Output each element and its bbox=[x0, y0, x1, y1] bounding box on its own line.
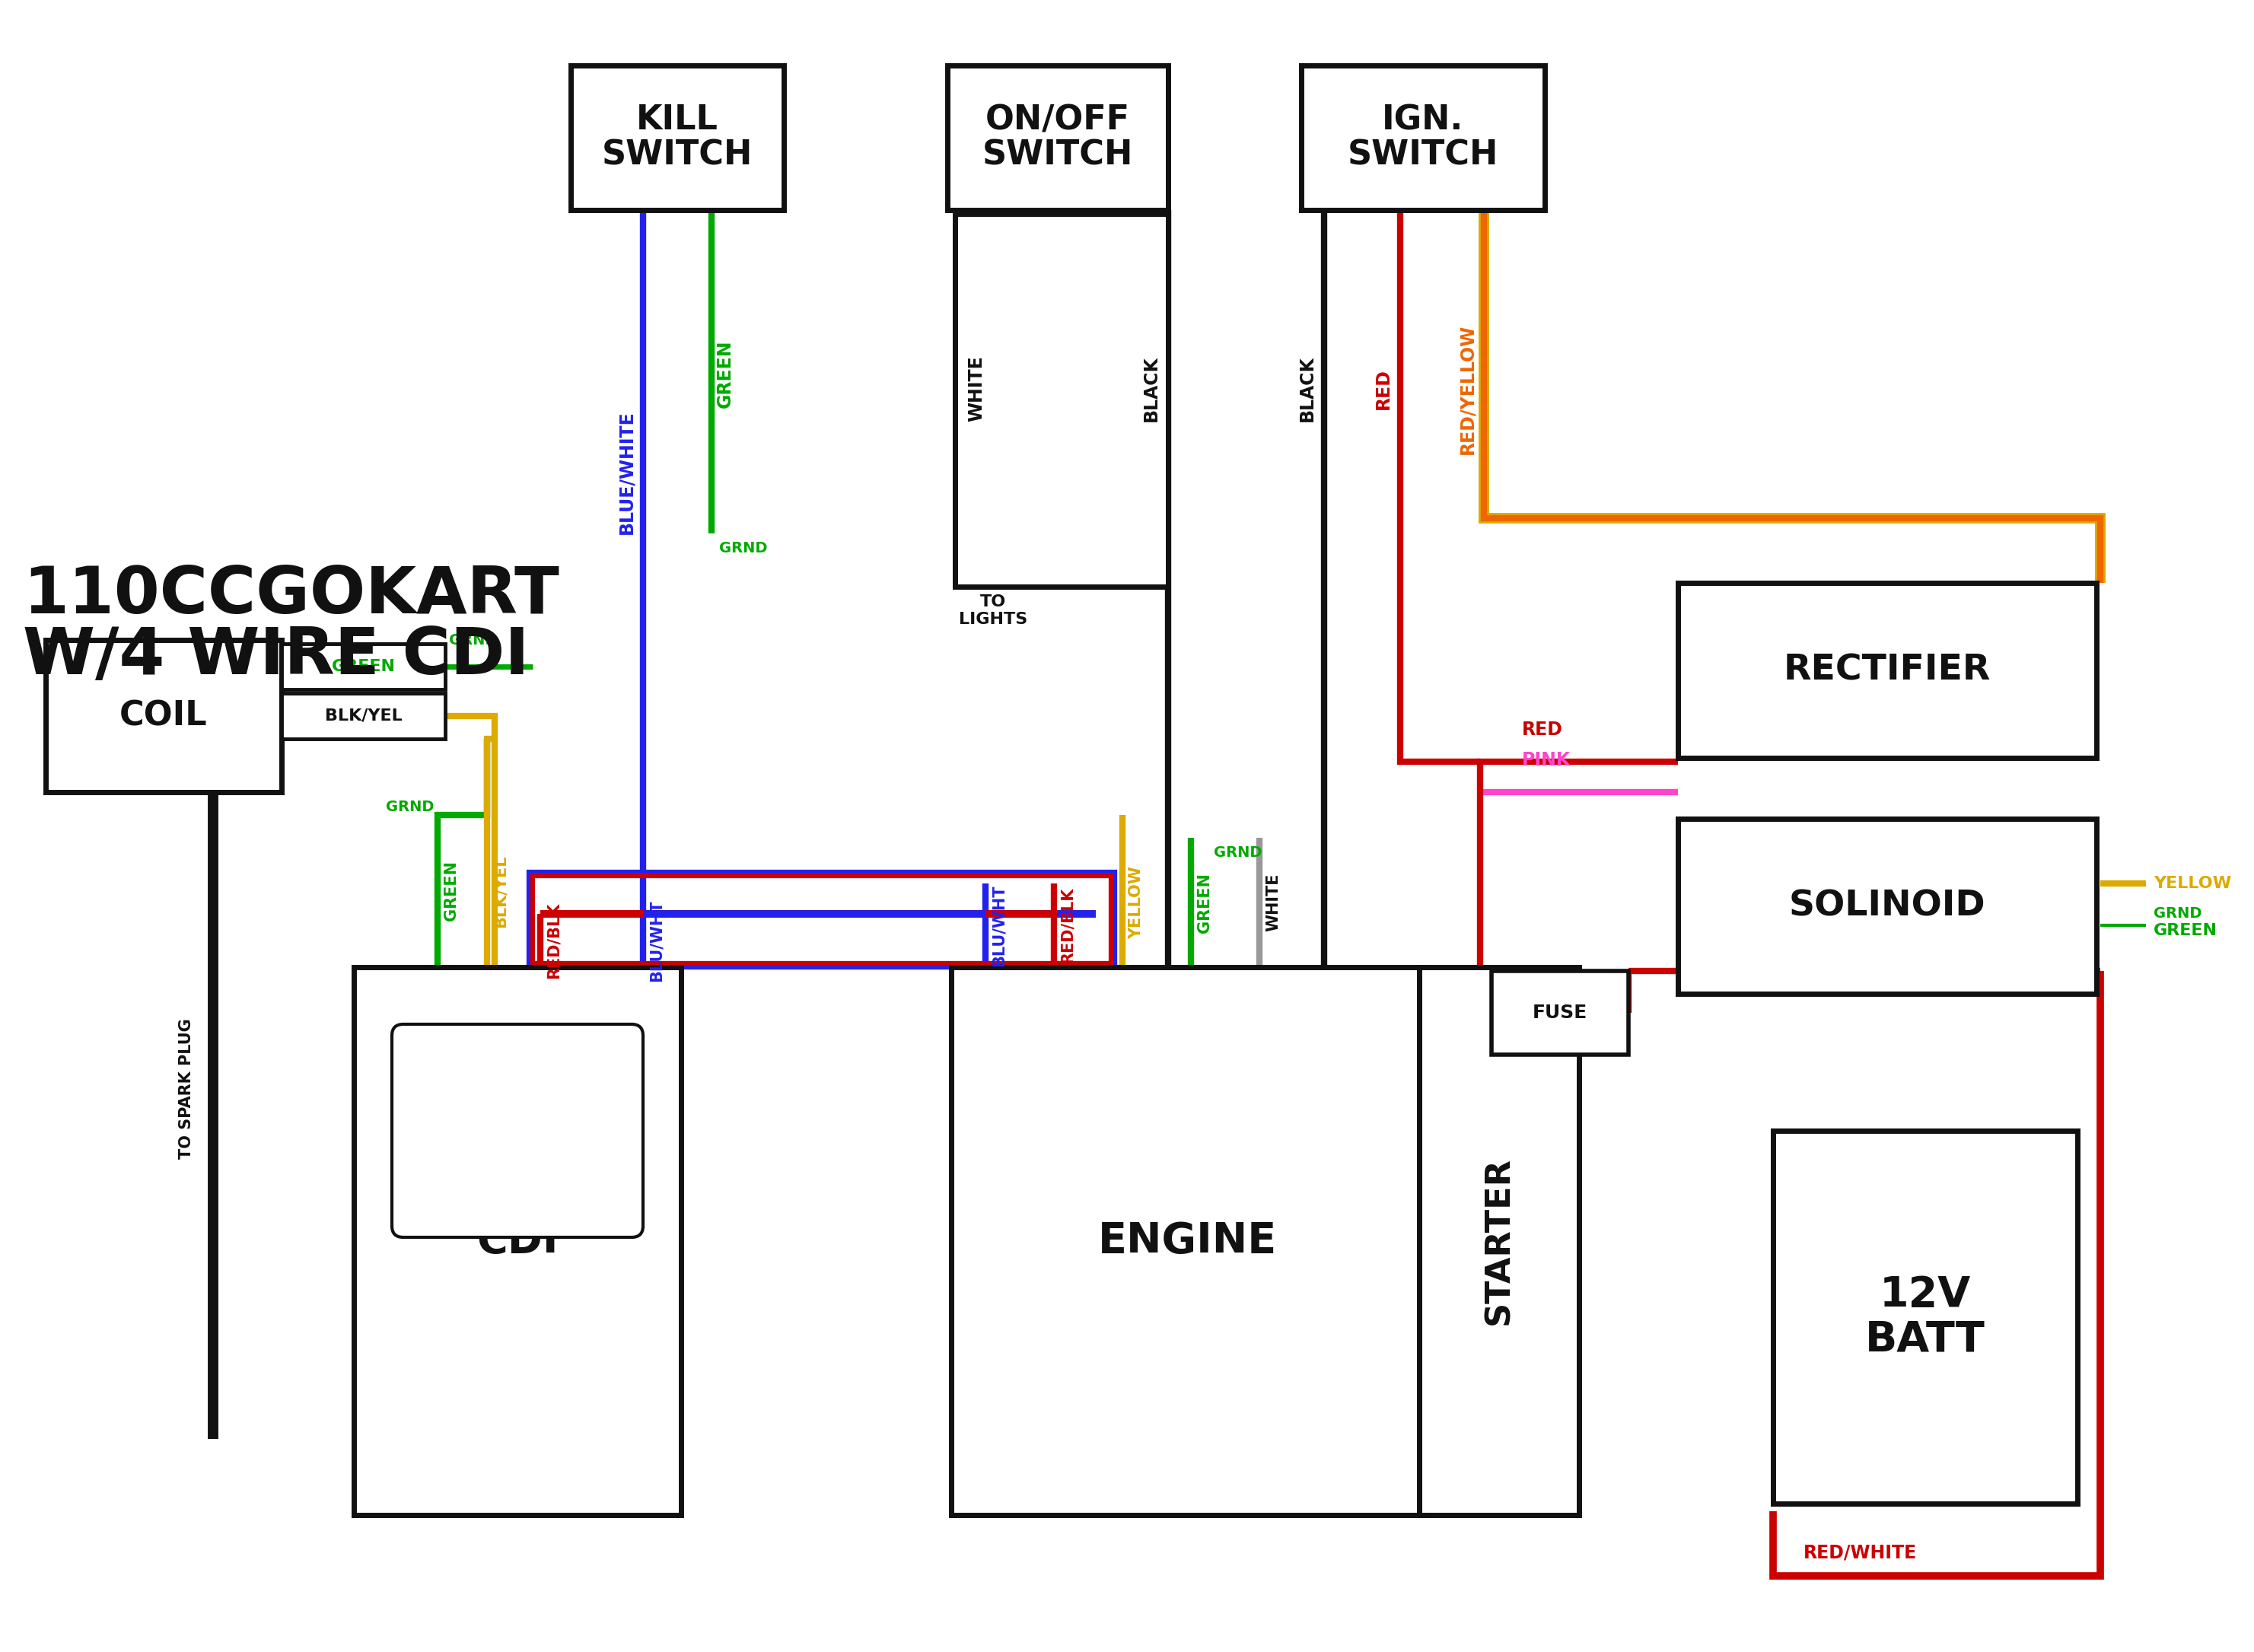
Text: RED/WHITE: RED/WHITE bbox=[1803, 1545, 1918, 1563]
Text: RED/BLK: RED/BLK bbox=[545, 902, 561, 978]
Bar bbox=[354, 966, 681, 1515]
Bar bbox=[532, 876, 1111, 963]
Text: TO
LIGHTS: TO LIGHTS bbox=[958, 595, 1028, 628]
Text: YELLOW: YELLOW bbox=[1129, 866, 1143, 938]
Text: BLACK: BLACK bbox=[1143, 355, 1161, 421]
Text: YELLOW: YELLOW bbox=[2153, 876, 2231, 890]
Text: GRND: GRND bbox=[719, 540, 766, 555]
Text: BLU/WHT: BLU/WHT bbox=[992, 884, 1008, 966]
Bar bbox=[45, 639, 282, 793]
Text: WHITE: WHITE bbox=[1264, 874, 1280, 932]
Text: COIL: COIL bbox=[119, 700, 207, 732]
Bar bbox=[951, 966, 1422, 1515]
Text: GRND: GRND bbox=[385, 800, 433, 814]
Text: BLK/YEL: BLK/YEL bbox=[325, 709, 403, 724]
Text: ENGINE: ENGINE bbox=[1098, 1221, 1276, 1262]
Text: RED/BLK: RED/BLK bbox=[1059, 887, 1075, 963]
Text: SOLINOID: SOLINOID bbox=[1790, 889, 1986, 923]
Text: RED: RED bbox=[1375, 368, 1393, 410]
Text: PINK: PINK bbox=[1521, 752, 1571, 770]
Bar bbox=[1492, 971, 1627, 1054]
Text: GRND: GRND bbox=[1213, 846, 1262, 859]
Text: TO SPARK PLUG: TO SPARK PLUG bbox=[178, 1019, 194, 1160]
Text: CDI: CDI bbox=[476, 1221, 559, 1262]
Text: GRND: GRND bbox=[449, 633, 498, 648]
Text: WHITE: WHITE bbox=[967, 355, 985, 421]
Text: GREEN: GREEN bbox=[2153, 923, 2218, 938]
Text: RECTIFIER: RECTIFIER bbox=[1783, 653, 1990, 687]
Bar bbox=[1420, 966, 1580, 1515]
Bar bbox=[1677, 583, 2096, 758]
Text: FUSE: FUSE bbox=[1533, 1004, 1587, 1023]
Bar bbox=[282, 644, 446, 689]
Text: GREEN: GREEN bbox=[1197, 872, 1213, 932]
Text: KILL
SWITCH: KILL SWITCH bbox=[602, 104, 753, 172]
Text: BLACK: BLACK bbox=[1298, 355, 1316, 421]
Bar bbox=[530, 872, 1116, 966]
FancyBboxPatch shape bbox=[392, 1024, 642, 1237]
Text: RED/YELLOW: RED/YELLOW bbox=[1458, 324, 1476, 454]
Text: GREEN: GREEN bbox=[331, 659, 397, 674]
Text: GREEN: GREEN bbox=[444, 861, 460, 922]
Text: RED: RED bbox=[1521, 720, 1562, 738]
Text: 12V
BATT: 12V BATT bbox=[1866, 1274, 1986, 1360]
Text: 110CCGOKART
W/4 WIRE CDI: 110CCGOKART W/4 WIRE CDI bbox=[23, 563, 559, 687]
Text: BLK/YEL: BLK/YEL bbox=[494, 854, 509, 927]
Text: GREEN: GREEN bbox=[717, 340, 735, 408]
Text: BLU/WHT: BLU/WHT bbox=[649, 900, 665, 981]
Bar bbox=[1301, 66, 1544, 210]
Bar bbox=[282, 694, 446, 738]
Text: ON/OFF
SWITCH: ON/OFF SWITCH bbox=[983, 104, 1134, 172]
Bar bbox=[1774, 1130, 2078, 1503]
Text: BLUE/WHITE: BLUE/WHITE bbox=[618, 411, 636, 535]
Bar bbox=[570, 66, 784, 210]
Text: IGN.
SWITCH: IGN. SWITCH bbox=[1348, 104, 1499, 172]
Text: STARTER: STARTER bbox=[1483, 1156, 1515, 1325]
Bar bbox=[956, 213, 1168, 586]
Text: GRND: GRND bbox=[2153, 907, 2202, 922]
Bar bbox=[947, 66, 1168, 210]
Bar bbox=[1677, 819, 2096, 995]
